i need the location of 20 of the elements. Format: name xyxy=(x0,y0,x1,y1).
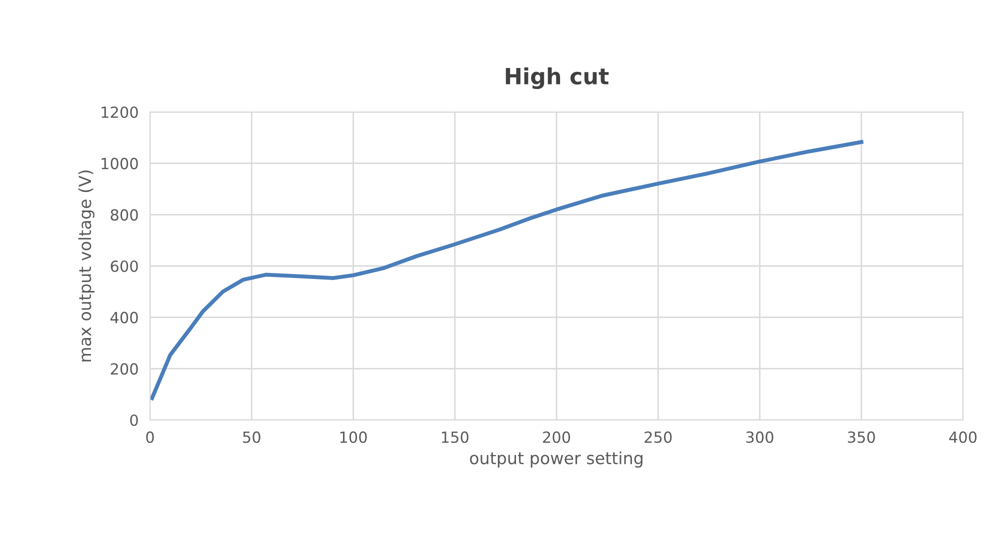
y-tick-label: 600 xyxy=(110,260,138,272)
chart-title: High cut xyxy=(506,67,609,90)
y-tick-label: 200 xyxy=(110,363,138,375)
x-tick-label: 250 xyxy=(644,431,672,443)
x-axis-title: output power setting xyxy=(470,451,642,468)
x-tick-label: 100 xyxy=(340,431,367,443)
y-tick-label: 800 xyxy=(110,209,138,221)
y-tick-label: 0 xyxy=(130,414,138,426)
x-tick-label: 200 xyxy=(543,431,570,443)
x-tick-label: 0 xyxy=(146,431,154,443)
y-tick-label: 1200 xyxy=(102,106,138,118)
x-tick-label: 300 xyxy=(746,431,774,443)
x-tick-label: 50 xyxy=(243,431,260,443)
x-tick-label: 150 xyxy=(442,431,468,443)
x-tick-label: 350 xyxy=(848,431,875,443)
y-tick-label: 1000 xyxy=(102,158,138,170)
y-axis-title: max output voltage (V) xyxy=(78,170,94,362)
line-series xyxy=(150,140,864,400)
x-tick-label: 400 xyxy=(949,431,977,443)
y-tick-label: 400 xyxy=(110,312,138,324)
